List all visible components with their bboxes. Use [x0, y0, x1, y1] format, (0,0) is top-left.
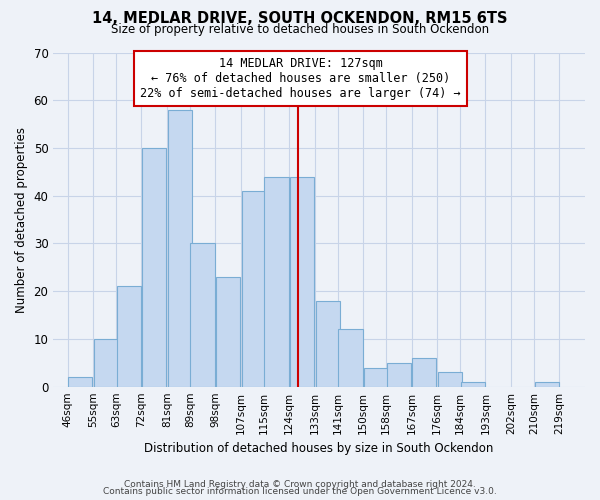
- Y-axis label: Number of detached properties: Number of detached properties: [15, 126, 28, 312]
- Bar: [142, 148, 166, 386]
- Bar: [338, 330, 362, 386]
- Text: 14 MEDLAR DRIVE: 127sqm
← 76% of detached houses are smaller (250)
22% of semi-d: 14 MEDLAR DRIVE: 127sqm ← 76% of detache…: [140, 58, 461, 100]
- Bar: [242, 191, 266, 386]
- Bar: [94, 339, 118, 386]
- Bar: [412, 358, 436, 386]
- Bar: [364, 368, 388, 386]
- Bar: [216, 277, 240, 386]
- Text: Size of property relative to detached houses in South Ockendon: Size of property relative to detached ho…: [111, 22, 489, 36]
- Bar: [190, 244, 215, 386]
- Text: Contains HM Land Registry data © Crown copyright and database right 2024.: Contains HM Land Registry data © Crown c…: [124, 480, 476, 489]
- Bar: [116, 286, 141, 386]
- Bar: [290, 176, 314, 386]
- Bar: [386, 363, 411, 386]
- X-axis label: Distribution of detached houses by size in South Ockendon: Distribution of detached houses by size …: [145, 442, 494, 455]
- Bar: [68, 377, 92, 386]
- Text: 14, MEDLAR DRIVE, SOUTH OCKENDON, RM15 6TS: 14, MEDLAR DRIVE, SOUTH OCKENDON, RM15 6…: [92, 11, 508, 26]
- Bar: [265, 176, 289, 386]
- Bar: [168, 110, 192, 386]
- Bar: [438, 372, 462, 386]
- Bar: [316, 300, 340, 386]
- Text: Contains public sector information licensed under the Open Government Licence v3: Contains public sector information licen…: [103, 487, 497, 496]
- Bar: [461, 382, 485, 386]
- Bar: [535, 382, 559, 386]
